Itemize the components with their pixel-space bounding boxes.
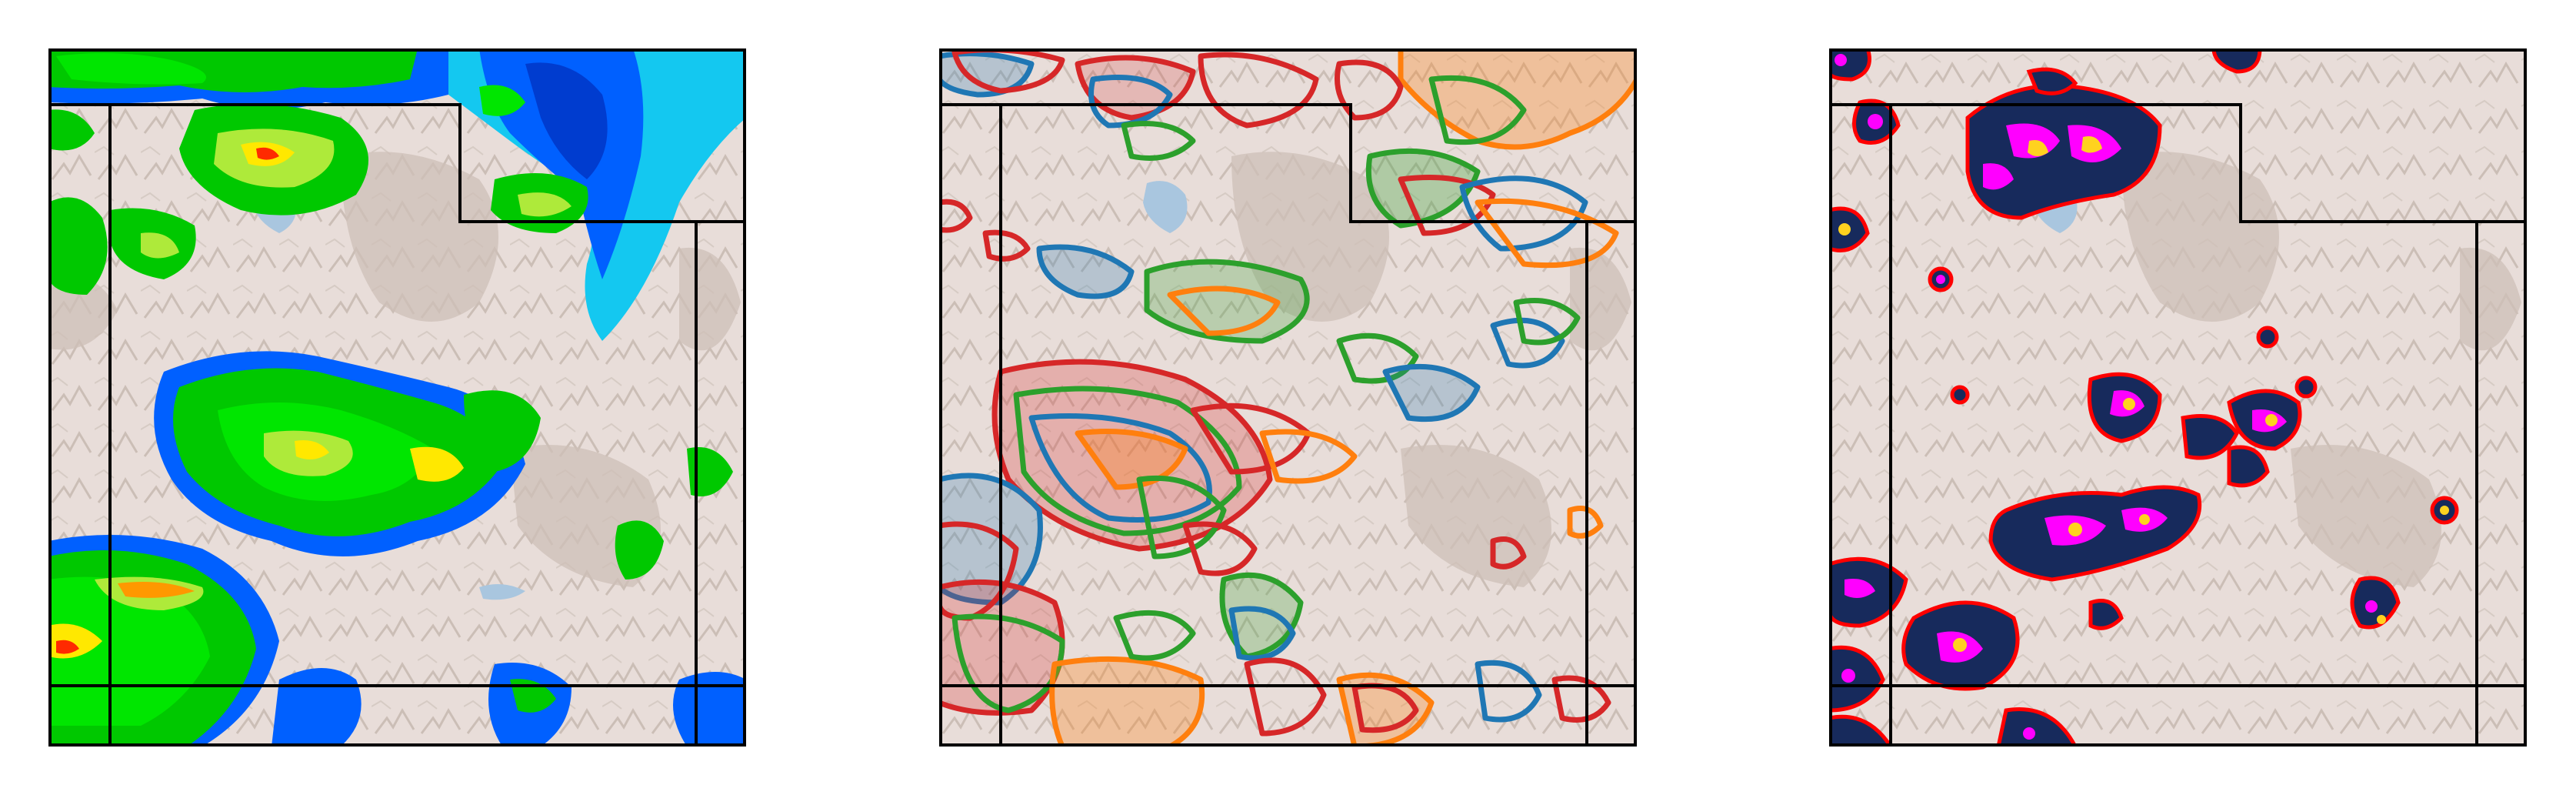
lake-shape bbox=[479, 584, 525, 600]
lake-shape bbox=[1143, 181, 1188, 233]
precipitation-map bbox=[48, 48, 746, 747]
domain-boxes bbox=[48, 48, 746, 747]
precipitation-map-panel bbox=[48, 48, 746, 747]
probability-cells bbox=[1829, 48, 2459, 747]
precipitation-field bbox=[48, 48, 746, 747]
domain-boxes bbox=[939, 48, 1637, 747]
ensemble-contour-panel bbox=[939, 48, 1637, 747]
ensemble-contour-map bbox=[939, 48, 1637, 747]
ensemble-contours bbox=[939, 48, 1637, 747]
probability-cells-map bbox=[1829, 48, 2527, 747]
probability-cells-panel bbox=[1829, 48, 2527, 747]
domain-boxes bbox=[1829, 48, 2527, 747]
